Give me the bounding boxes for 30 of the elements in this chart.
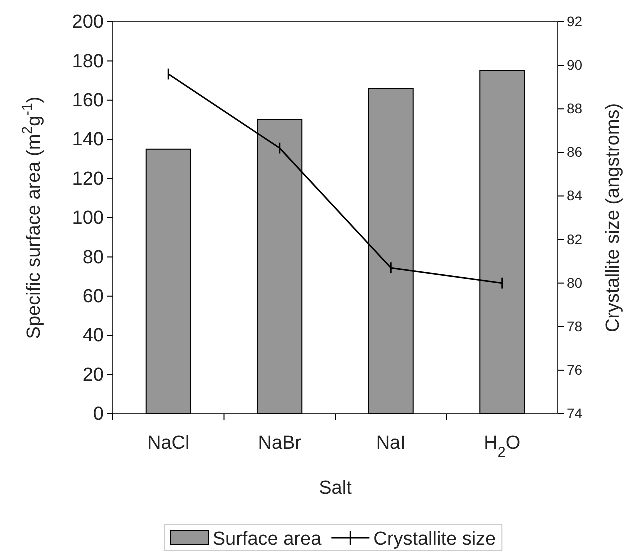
y-tick-label: 60 — [82, 286, 104, 308]
bar — [146, 148, 192, 414]
y-tick-label: 120 — [72, 168, 104, 190]
y-tick-label: 40 — [82, 326, 104, 347]
y2-tick-label: 78 — [567, 318, 583, 334]
y-tick-label: 0 — [93, 404, 104, 426]
x-tick-label: H$_{2}$O — [484, 433, 521, 461]
y2-tick-label: 90 — [567, 57, 583, 74]
y2-axis-title: Crystallite size (angstroms) — [603, 103, 624, 333]
y-tick-label: 180 — [72, 51, 104, 72]
x-tick-label: NaI — [376, 433, 406, 454]
y2-tick-label: 82 — [567, 231, 583, 248]
y-tick-label: 160 — [72, 90, 104, 112]
x-tick-label: NaCl — [148, 433, 190, 454]
y-tick-label: 20 — [82, 364, 104, 386]
y-tick-label: 100 — [72, 208, 104, 230]
y-tick-label: 140 — [72, 130, 104, 151]
y2-tick-label: 84 — [567, 188, 583, 204]
x-tick-label: NaBr — [258, 433, 302, 454]
y2-tick-label: 92 — [567, 13, 583, 30]
x-axis-title: Salt — [319, 478, 353, 499]
y2-tick-label: 86 — [567, 144, 583, 160]
y2-tick-label: 74 — [567, 405, 583, 422]
y2-tick-label: 88 — [567, 100, 583, 117]
y-tick-label: 200 — [72, 12, 104, 34]
legend-label: Surface area — [212, 529, 322, 550]
y2-tick-label: 76 — [567, 362, 583, 378]
legend-label: Crystallite size — [374, 529, 496, 550]
y2-tick-label: 80 — [567, 274, 583, 291]
y-tick-label: 80 — [82, 247, 104, 268]
